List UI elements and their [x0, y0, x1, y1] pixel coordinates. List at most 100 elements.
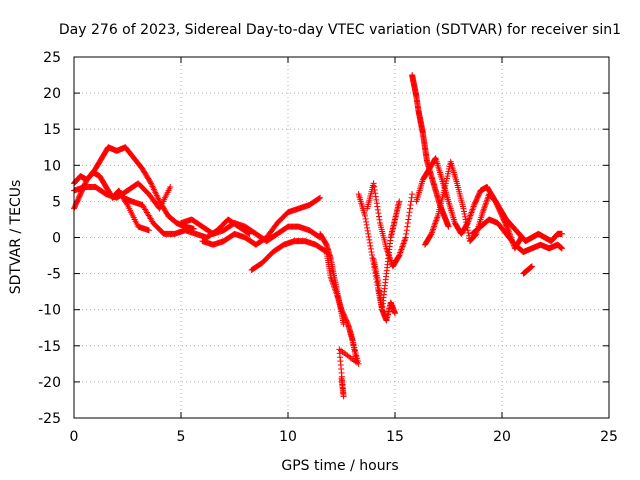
data-point — [461, 208, 468, 215]
data-point — [317, 194, 324, 201]
data-point — [350, 341, 357, 348]
series-track-o — [469, 216, 565, 255]
series-track-d — [120, 194, 253, 241]
data-point — [353, 352, 360, 359]
data-point — [402, 234, 409, 241]
x-axis-label: GPS time / hours — [281, 458, 398, 474]
data-point — [349, 339, 356, 346]
data-point — [364, 227, 371, 234]
data-point — [347, 331, 354, 338]
y-axis-label: SDTVAR / TECUs — [8, 180, 24, 295]
data-point — [355, 360, 362, 367]
data-point — [362, 212, 369, 219]
x-tick-label: 20 — [493, 429, 511, 445]
data-point — [373, 200, 380, 207]
data-point — [348, 333, 355, 340]
data-point — [363, 221, 370, 228]
series-track-g — [248, 238, 360, 364]
series-outliers — [336, 328, 362, 400]
data-point — [370, 180, 377, 187]
data-point — [392, 310, 398, 317]
data-point — [365, 230, 372, 237]
series-track-f — [199, 194, 324, 248]
data-point — [375, 210, 382, 217]
data-point — [362, 215, 369, 222]
data-point — [147, 179, 154, 186]
data-point — [403, 227, 410, 234]
data-point — [352, 350, 359, 357]
data-point — [404, 220, 411, 227]
data-point — [366, 236, 373, 243]
data-point — [372, 190, 379, 197]
data-point — [366, 239, 373, 246]
data-point — [316, 195, 323, 202]
y-tick-label: 20 — [43, 86, 61, 102]
x-tick-label: 5 — [177, 429, 186, 445]
data-point — [405, 216, 412, 223]
data-point — [396, 198, 403, 205]
y-tick-label: 0 — [52, 231, 61, 247]
data-points — [71, 72, 565, 400]
data-point — [460, 205, 467, 212]
data-point — [367, 242, 374, 249]
data-point — [374, 206, 381, 213]
data-point — [406, 205, 413, 212]
y-tick-label: -5 — [47, 267, 61, 283]
series-track-p — [520, 263, 535, 277]
data-point — [371, 186, 378, 193]
data-point — [145, 227, 152, 234]
grid-lines — [74, 57, 609, 418]
data-point — [558, 245, 565, 252]
y-tick-label: 10 — [43, 158, 61, 174]
data-point — [369, 254, 376, 261]
data-point — [354, 358, 361, 365]
data-point — [363, 218, 370, 225]
data-point — [404, 223, 411, 230]
y-tick-label: -20 — [38, 375, 61, 391]
data-point — [365, 233, 372, 240]
data-point — [465, 232, 472, 239]
data-point — [167, 183, 174, 190]
y-tick-label: -25 — [38, 411, 61, 427]
series-track-h — [317, 230, 347, 328]
data-point — [409, 191, 416, 198]
data-point — [405, 212, 412, 219]
data-point — [461, 211, 468, 218]
series-track-l — [409, 72, 452, 230]
axis-tick-labels: 0 5 10 15 20 25 -25 -20 -15 -10 -5 0 5 10 15 20 25 — [38, 50, 618, 445]
y-tick-label: -15 — [38, 339, 61, 355]
data-point — [464, 224, 471, 231]
data-point — [352, 347, 359, 354]
data-point — [407, 202, 414, 209]
data-point — [464, 227, 471, 234]
data-point — [504, 226, 511, 233]
data-point — [408, 198, 415, 205]
data-point — [406, 209, 413, 216]
data-point — [376, 216, 383, 223]
data-point — [368, 248, 375, 255]
data-point — [371, 183, 378, 190]
series-track-k — [370, 256, 398, 324]
data-point — [403, 230, 410, 237]
series-track-c — [71, 169, 152, 234]
data-point — [349, 336, 356, 343]
data-point — [517, 235, 524, 242]
data-point — [558, 230, 565, 237]
series-track-m — [413, 155, 565, 245]
data-point — [372, 193, 379, 200]
data-point — [351, 344, 358, 351]
x-tick-label: 0 — [70, 429, 79, 445]
data-point — [518, 234, 525, 241]
data-point — [368, 251, 375, 258]
x-tick-label: 25 — [600, 429, 618, 445]
plot-frame — [73, 56, 610, 419]
data-point — [445, 223, 452, 230]
x-tick-label: 15 — [386, 429, 404, 445]
data-point — [374, 203, 381, 210]
data-point — [375, 213, 382, 220]
x-tick-label: 10 — [279, 429, 297, 445]
data-point — [367, 245, 374, 252]
data-point — [462, 216, 469, 223]
data-point — [528, 263, 535, 270]
